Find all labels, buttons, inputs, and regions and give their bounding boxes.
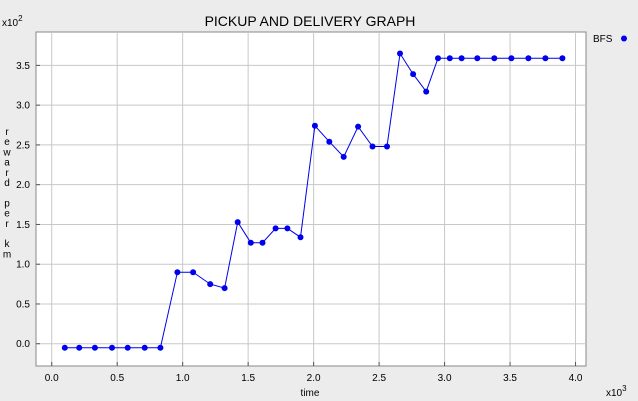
x-tick-label: 1.5 — [241, 373, 255, 384]
data-point — [221, 285, 228, 292]
x-tick-label: 0.0 — [45, 373, 59, 384]
data-point — [446, 55, 453, 62]
x-tick-label: 0.5 — [110, 373, 124, 384]
y-tick-label: 2.5 — [16, 140, 30, 151]
y-axis-label-char: m — [3, 249, 11, 260]
x-tick-label: 3.0 — [438, 373, 452, 384]
data-point — [284, 225, 291, 232]
data-point — [326, 138, 333, 145]
data-point — [410, 71, 417, 78]
legend-label-bfs: BFS — [593, 34, 613, 45]
x-tick-label: 1.0 — [176, 373, 190, 384]
x-tick-labels: 0.0 0.5 1.0 1.5 2.0 2.5 3.0 3.5 4.0 — [45, 373, 583, 384]
x-tick-label: 4.0 — [569, 373, 583, 384]
data-point — [435, 55, 441, 62]
y-tick-label: 2.0 — [16, 180, 30, 191]
data-point — [542, 55, 549, 62]
data-point — [124, 344, 131, 351]
data-point — [458, 55, 465, 62]
y-axis-label-char: r — [5, 168, 9, 179]
data-point — [259, 239, 266, 246]
y-axis-label-char: a — [4, 158, 10, 169]
data-point — [190, 269, 197, 276]
y-axis-label-char: d — [4, 178, 10, 189]
x-tick-label: 2.5 — [372, 373, 386, 384]
tick-marks — [36, 64, 577, 366]
series-layer — [61, 50, 566, 351]
data-point — [247, 239, 254, 246]
data-point — [207, 281, 214, 288]
data-point — [272, 225, 279, 232]
data-point — [109, 344, 115, 351]
data-point — [508, 55, 515, 62]
plot-area — [35, 31, 587, 367]
data-point — [474, 55, 481, 62]
data-point — [91, 344, 98, 351]
y-tick-label: 1.5 — [16, 220, 30, 231]
chart-title: PICKUP AND DELIVERY GRAPH — [205, 13, 416, 29]
legend: BFS — [593, 34, 627, 45]
y-tick-label: 0.5 — [16, 299, 30, 310]
data-point — [141, 344, 148, 351]
data-point — [174, 269, 181, 276]
y-tick-label: 3.5 — [16, 61, 30, 72]
y-axis-label-char: p — [4, 198, 10, 209]
data-point — [491, 55, 498, 62]
y-tick-labels: 0.0 0.5 1.0 1.5 2.0 2.5 3.0 3.5 — [16, 61, 30, 350]
data-point — [423, 88, 430, 95]
legend-marker-bfs — [621, 35, 627, 42]
data-point — [525, 55, 532, 62]
y-tick-label: 1.0 — [16, 260, 30, 271]
y-axis-label-char: k — [5, 239, 11, 250]
y-multiplier: x102 — [2, 14, 23, 29]
x-multiplier-exponent: 3 — [622, 384, 627, 393]
y-axis-label-char: e — [4, 209, 10, 220]
y-multiplier-exponent: 2 — [18, 14, 23, 23]
grid — [36, 32, 586, 366]
data-point — [234, 219, 241, 226]
y-axis-label-char: e — [4, 137, 10, 148]
y-multiplier-base: x10 — [2, 18, 19, 29]
data-point — [76, 344, 83, 351]
x-multiplier-base: x10 — [606, 388, 623, 399]
data-point — [355, 123, 362, 130]
y-axis-label-char: w — [2, 147, 11, 158]
data-point — [311, 122, 318, 129]
data-point — [384, 143, 390, 150]
y-tick-label: 3.0 — [16, 101, 30, 112]
x-axis-label: time — [301, 388, 320, 399]
data-point — [297, 234, 304, 241]
data-point — [397, 50, 403, 57]
y-axis-label-char: r — [5, 127, 9, 138]
y-tick-label: 0.0 — [16, 339, 30, 350]
data-point — [340, 153, 347, 160]
x-tick-label: 3.5 — [503, 373, 517, 384]
x-tick-label: 2.0 — [307, 373, 321, 384]
data-point — [559, 55, 566, 62]
data-point — [369, 143, 376, 150]
data-point — [157, 344, 164, 351]
x-multiplier: x103 — [606, 384, 627, 399]
y-axis-label-char: r — [5, 219, 9, 230]
data-point — [61, 344, 68, 351]
